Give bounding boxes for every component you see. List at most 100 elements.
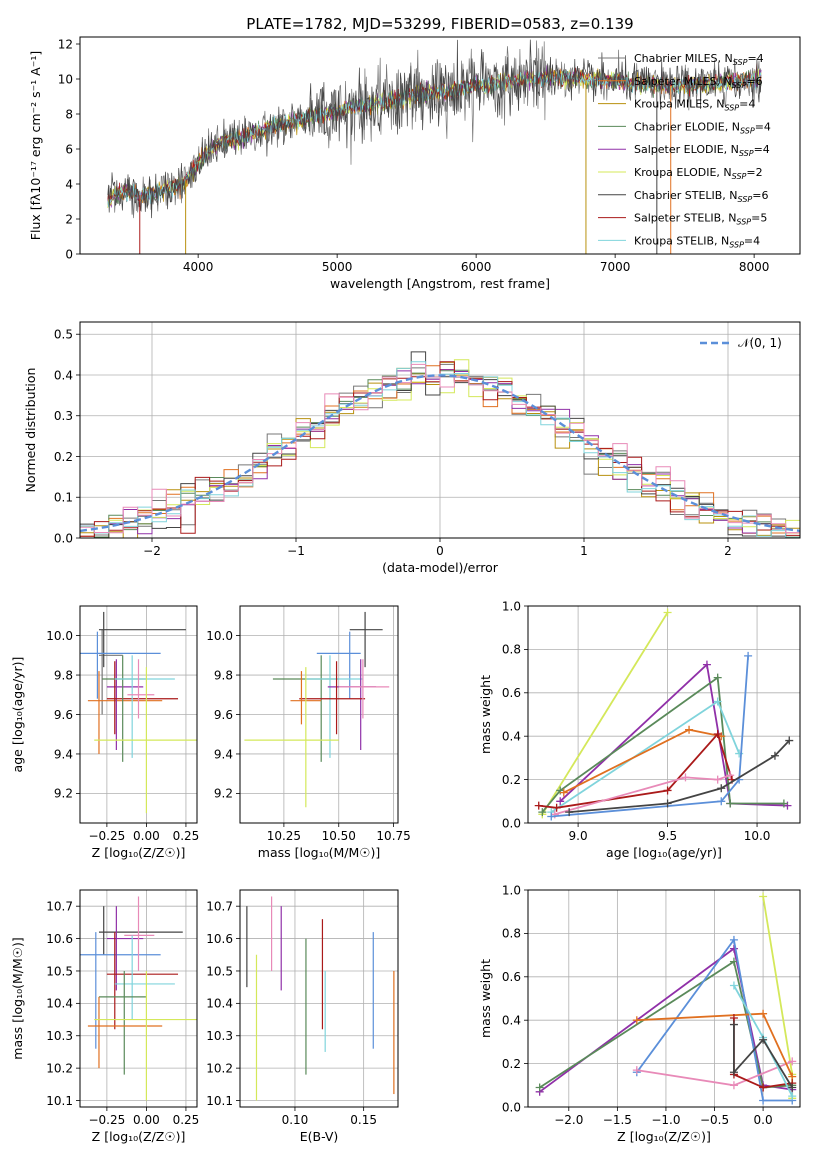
legend-label-0: Chabrier MILES, NSSP=4 [634,52,764,67]
y-tick-label: 12 [58,37,73,51]
x-tick-label: −1.0 [651,1113,680,1127]
weight-vs-age-marker-5-2 [663,786,672,795]
histogram-frame [79,321,801,539]
mass-vs-EBV-panel: 0.10 0.15 10.1 10.2 10.3 10.4 10.5 10.6 10.7 E(B-… [206,889,399,1144]
spectrum-frame [79,36,801,255]
legend-label-6: Chabrier STELIB, NSSP=6 [634,189,768,204]
legend-label-tail: =5 [751,212,767,225]
legend-label-tail: =4 [754,143,770,156]
legend-label-sub: SSP [732,172,747,181]
weight-vs-Z-marker-4-2 [788,1057,797,1066]
legend-label-tail: =6 [752,189,768,202]
weight-vs-Z-marker-2-0 [535,1083,544,1092]
legend-label-tail: =4 [747,52,763,65]
legend-label-5: Kroupa ELODIE, NSSP=2 [634,166,763,181]
weight-vs-Z-marker-1-1 [729,944,738,953]
x-tick-label: 10.50 [322,829,356,843]
y-tick-label: 10 [58,72,73,86]
x-tick-label: 0 [436,544,444,558]
weight-vs-age-line-6 [554,774,731,816]
y-axis-label: Flux [fλ10⁻¹⁷ erg cm⁻² s⁻¹ A⁻¹] [28,51,43,240]
x-tick-label: −1.5 [603,1113,632,1127]
weight-vs-Z-frame [527,889,801,1108]
x-tick-label: −1 [287,544,305,558]
x-tick-label: 2 [724,544,732,558]
legend-label-main: Salpeter ELODIE, N [634,143,739,156]
mass-vs-Z-plot-area [80,890,197,1107]
y-tick-label: 0.1 [54,491,73,505]
x-tick-label: 9.5 [658,829,677,843]
x-tick-label: 0.10 [282,1113,309,1127]
weight-vs-Z-marker-7-2 [788,1092,797,1101]
weight-vs-Z-line-8 [733,1024,793,1088]
weight-vs-Z-plot-area [528,890,800,1107]
weight-vs-Z-marker-4-0 [632,1066,641,1075]
legend-label-1: Salpeter MILES, NSSP=6 [634,75,763,90]
weight-vs-age-marker-8-2 [717,784,726,793]
x-tick-label: 10.25 [267,829,301,843]
x-tick-label: 5000 [322,260,353,274]
legend-label-3: Chabrier ELODIE, NSSP=4 [634,120,771,135]
x-axis-label: wavelength [Angstrom, rest frame] [330,276,550,291]
y-tick-label: 9.2 [54,787,73,801]
y-tick-label: 0.5 [54,328,73,342]
x-tick-label: −2 [143,544,161,558]
legend-label-sub: SSP [724,104,739,113]
legend-label-sub: SSP [738,195,753,204]
y-tick-label: 6 [65,142,73,156]
legend-label-main: Chabrier ELODIE, N [634,120,740,133]
weight-vs-age-marker-6-3 [726,771,735,780]
y-tick-label: 0.6 [502,686,521,700]
weight-vs-age-marker-8-1 [663,799,672,808]
weight-vs-age-marker-0-1 [663,608,672,617]
x-tick-label: 8000 [739,260,770,274]
legend-label-sub: SSP [729,240,744,249]
y-tick-label: 10.0 [206,629,233,643]
weight-vs-age-marker-5-3 [713,730,722,739]
y-axis-label: mass weight [478,959,493,1038]
weight-vs-age-plot-area [528,606,800,823]
spectrum-plot-area [107,39,762,254]
x-tick-label: 1 [580,544,588,558]
weight-vs-Z-marker-5-1 [759,1009,768,1018]
y-tick-label: 0.2 [502,1057,521,1071]
y-tick-label: 1.0 [502,599,521,613]
weight-vs-age-marker-2-3 [726,799,735,808]
x-tick-label: −2.0 [554,1113,583,1127]
weight-vs-age-marker-7-0 [547,812,556,821]
legend-label-main: Chabrier STELIB, N [634,189,738,202]
y-tick-label: 0.8 [502,927,521,941]
spectrum-panel: 4000 5000 6000 7000 8000 0 2 4 6 8 10 12 wavelength … [28,36,801,291]
weight-vs-age-marker-8-4 [785,736,794,745]
histogram-step-9 [80,363,800,535]
weight-vs-age-marker-5-0 [534,801,543,810]
weight-vs-Z-marker-4-1 [729,1081,738,1090]
age-vs-Z-frame [79,605,198,824]
y-tick-label: 0.6 [502,970,521,984]
y-axis-label: age [log₁₀(age/yr)] [10,657,25,773]
x-tick-label: −0.25 [88,1113,125,1127]
age-vs-Z-plot-area [80,606,197,823]
residual-histogram-panel: −2 −1 0 1 2 0.0 0.1 0.2 0.3 0.4 0.5 (data-model)/er… [23,321,801,575]
x-axis-label: Z [log₁₀(Z/Z☉)] [92,1129,186,1144]
legend-label-sub: SSP [740,126,755,135]
x-tick-label: 10.0 [744,829,771,843]
y-tick-label: 10.5 [206,964,233,978]
gaussian-curve [80,374,800,533]
y-axis-label: mass [log₁₀(M/M☉)] [10,937,25,1059]
x-tick-label: −0.5 [700,1113,729,1127]
legend-label-tail: =6 [746,75,762,88]
legend-label-main: Salpeter STELIB, N [634,212,736,225]
mass-vs-EBV-frame [239,889,399,1108]
x-tick-label: 9.0 [569,829,588,843]
y-tick-label: 10.4 [206,997,233,1011]
legend-label-main: Salpeter MILES, N [634,75,732,88]
weight-vs-Z-marker-7-0 [729,981,738,990]
weight-vs-Z-marker-2-1 [729,957,738,966]
weight-vs-age-line-3 [550,700,741,813]
y-tick-label: 8 [65,107,73,121]
x-axis-label: Z [log₁₀(Z/Z☉)] [617,1129,711,1144]
x-tick-label: 0.25 [173,829,200,843]
weight-vs-age-marker-8-3 [770,751,779,760]
legend-label-main: Kroupa STELIB, N [634,234,729,247]
